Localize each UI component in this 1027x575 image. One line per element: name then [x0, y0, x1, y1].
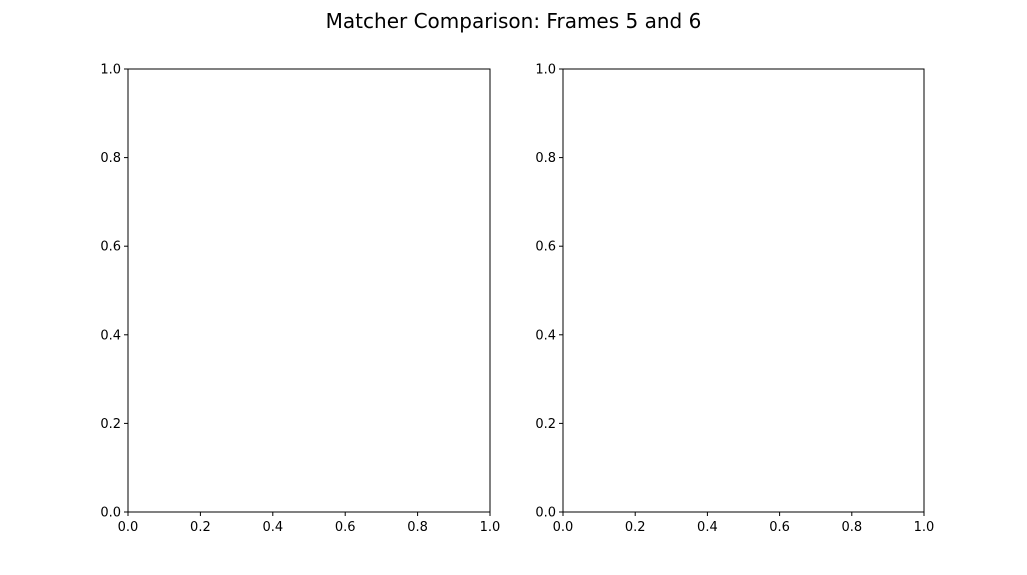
y-tick-label-2-1: 0.2 — [535, 417, 556, 432]
figure-title: Matcher Comparison: Frames 5 and 6 — [325, 9, 702, 33]
y-tick-label-2-2: 0.4 — [535, 328, 556, 343]
x-tick-label-1-5: 1.0 — [480, 520, 501, 535]
x-tick-label-2-5: 1.0 — [914, 520, 935, 535]
x-tick-label-2-3: 0.6 — [769, 520, 790, 535]
y-tick-label-2-0: 0.0 — [535, 506, 556, 521]
y-tick-label-2-5: 1.0 — [535, 63, 556, 78]
y-tick-label-1-0: 0.0 — [100, 506, 121, 521]
y-tick-label-2-3: 0.6 — [535, 240, 556, 255]
y-tick-label-1-5: 1.0 — [100, 63, 121, 78]
y-tick-label-1-3: 0.6 — [100, 240, 121, 255]
x-tick-label-1-3: 0.6 — [335, 520, 356, 535]
x-tick-label-1-4: 0.8 — [407, 520, 428, 535]
x-tick-label-2-0: 0.0 — [553, 520, 574, 535]
x-tick-label-1-0: 0.0 — [118, 520, 139, 535]
subplot-1: 0.0 0.2 0.4 0.6 0.8 1.0 0.0 0.2 0.4 0.6 0.8 1.0 — [100, 63, 500, 536]
x-tick-label-2-2: 0.4 — [697, 520, 718, 535]
subplot-2: 0.0 0.2 0.4 0.6 0.8 1.0 0.0 0.2 0.4 0.6 0.8 1.0 — [535, 63, 934, 536]
y-tick-label-2-4: 0.8 — [535, 151, 556, 166]
x-tick-label-1-1: 0.2 — [190, 520, 211, 535]
x-tick-label-1-2: 0.4 — [262, 520, 283, 535]
y-tick-label-1-2: 0.4 — [100, 328, 121, 343]
y-tick-label-1-4: 0.8 — [100, 151, 121, 166]
axes-frame-1 — [127, 68, 491, 513]
x-tick-label-2-4: 0.8 — [841, 520, 862, 535]
axes-frame-2 — [562, 68, 925, 513]
x-tick-label-2-1: 0.2 — [625, 520, 646, 535]
y-tick-label-1-1: 0.2 — [100, 417, 121, 432]
